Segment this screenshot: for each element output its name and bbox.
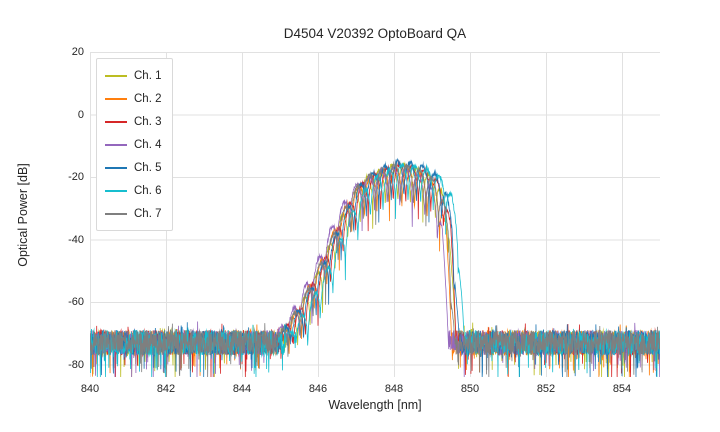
legend-line-swatch	[105, 189, 127, 192]
y-tick-label: 20	[71, 46, 84, 58]
y-tick-label: -20	[68, 171, 84, 183]
legend-label: Ch. 6	[134, 184, 162, 197]
legend-label: Ch. 4	[134, 138, 162, 151]
legend-label: Ch. 2	[134, 92, 162, 105]
chart-title: D4504 V20392 OptoBoard QA	[283, 26, 467, 41]
legend: Ch. 1 Ch. 2 Ch. 3 Ch. 4 Ch. 5 Ch. 6 Ch. 7	[96, 58, 173, 231]
y-tick-label: -40	[68, 233, 84, 246]
legend-line-swatch	[105, 120, 127, 123]
legend-line-swatch	[105, 212, 127, 215]
x-tick-label: 846	[308, 383, 328, 395]
y-tick-label: -60	[68, 296, 84, 308]
legend-line-swatch	[105, 74, 127, 77]
legend-item: Ch. 1	[105, 64, 162, 87]
legend-item: Ch. 7	[105, 202, 162, 225]
x-tick-label: 840	[80, 383, 100, 395]
legend-item: Ch. 6	[105, 179, 162, 202]
legend-item: Ch. 2	[105, 87, 162, 110]
y-axis-label: Optical Power [dB]	[16, 163, 30, 267]
legend-item: Ch. 5	[105, 156, 162, 179]
legend-label: Ch. 1	[134, 69, 162, 82]
legend-label: Ch. 5	[134, 161, 162, 174]
x-tick-label: 854	[612, 383, 632, 395]
x-tick-label: 842	[156, 383, 176, 395]
legend-label: Ch. 7	[134, 207, 162, 220]
x-tick-label: 844	[232, 383, 252, 395]
legend-line-swatch	[105, 143, 127, 146]
x-tick-label: 848	[384, 383, 404, 395]
legend-label: Ch. 3	[134, 115, 162, 128]
legend-item: Ch. 4	[105, 133, 162, 156]
legend-item: Ch. 3	[105, 110, 162, 133]
y-tick-label: 0	[77, 108, 84, 121]
legend-line-swatch	[105, 97, 127, 100]
x-tick-label: 850	[460, 383, 480, 395]
y-tick-label: -80	[68, 358, 84, 371]
x-tick-label: 852	[536, 383, 556, 395]
legend-line-swatch	[105, 166, 127, 169]
x-axis-label: Wavelength [nm]	[328, 398, 422, 412]
